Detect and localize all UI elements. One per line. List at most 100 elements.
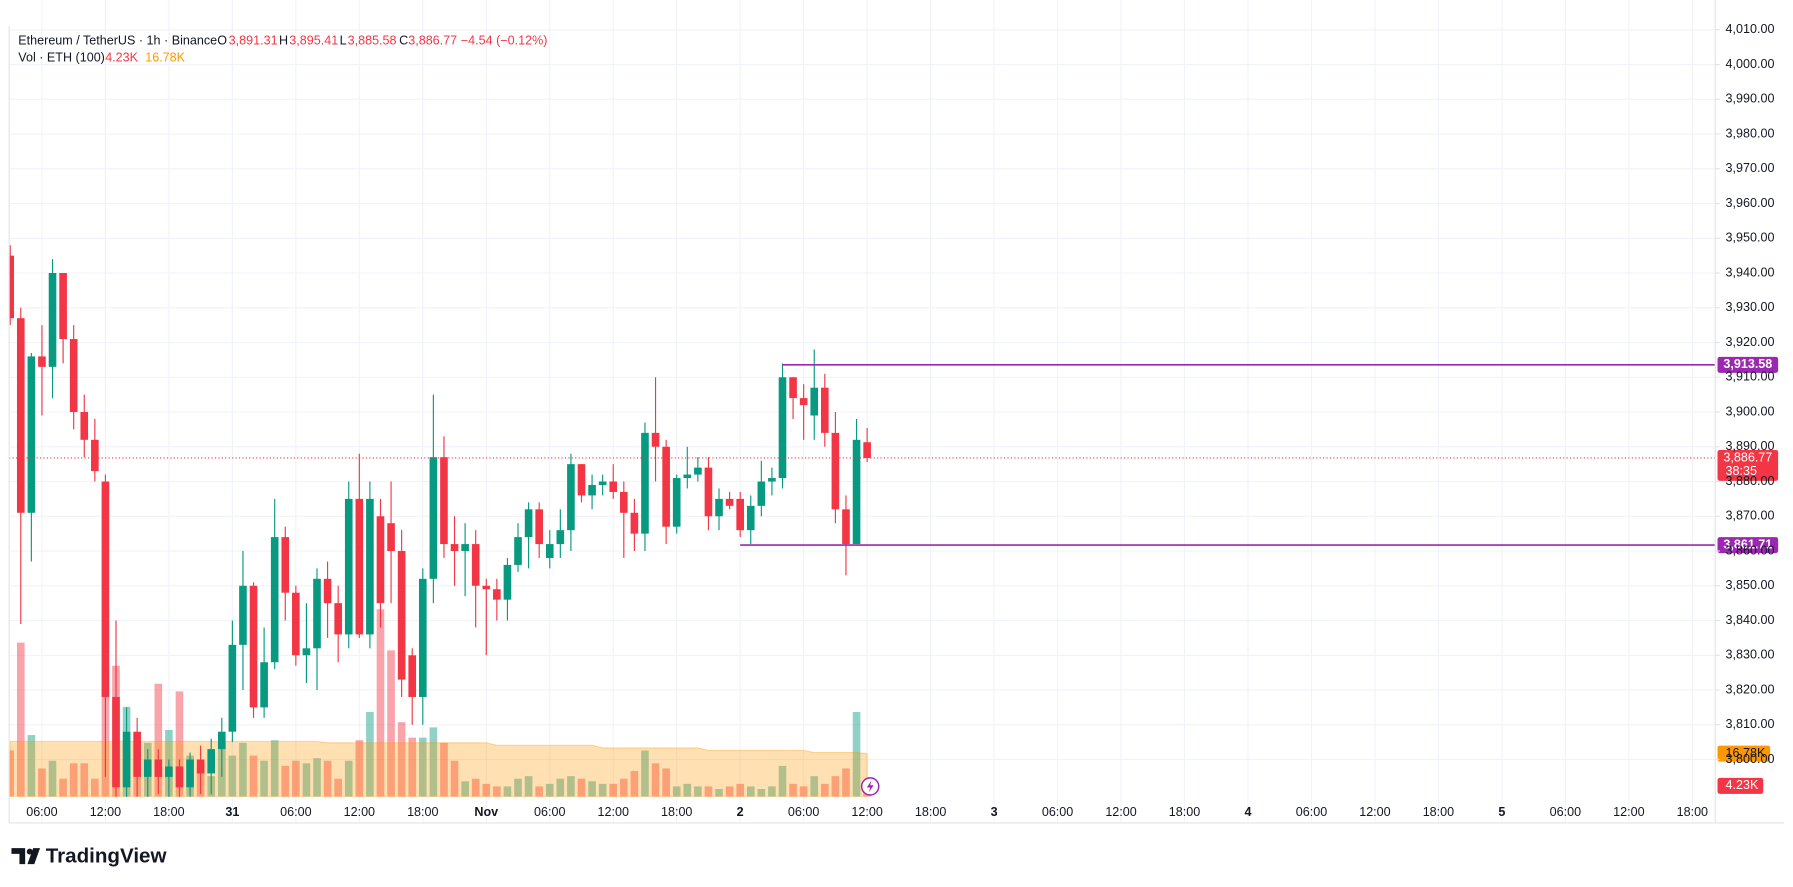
y-tick-label: 3,990.00: [1726, 92, 1775, 106]
candle-body: [366, 498, 374, 635]
volume-bar: [651, 763, 660, 797]
x-tick-label: 06:00: [1550, 805, 1581, 819]
x-tick-label: 18:00: [1169, 805, 1200, 819]
volume-pane: [9, 609, 871, 797]
candle-body: [450, 544, 459, 552]
candle-body: [418, 578, 427, 697]
candle-body: [609, 481, 618, 492]
volume-bar: [429, 727, 438, 797]
x-tick-label: 12:00: [344, 805, 375, 819]
level-label-box: [1717, 356, 1779, 373]
volume-bar: [619, 778, 628, 797]
y-tick-label: 3,960.00: [1726, 196, 1775, 210]
candle-body: [101, 481, 110, 697]
candle-body: [630, 512, 639, 534]
candle-body: [239, 585, 247, 645]
volume-box: [1717, 777, 1764, 794]
x-tick-label: 18:00: [407, 805, 438, 819]
volume-bar: [397, 722, 406, 797]
candle-body: [228, 644, 237, 732]
volume-bar: [482, 783, 491, 797]
volume-bar: [418, 737, 427, 797]
volume-bar: [704, 786, 713, 797]
y-tick-label: 3,940.00: [1726, 265, 1775, 279]
candle-body: [757, 481, 766, 506]
volume-bar: [683, 783, 692, 797]
volume-bar: [59, 778, 67, 797]
level-label: 3,861.71: [1723, 537, 1772, 551]
volume-bar: [270, 740, 279, 797]
volume-bar: [27, 735, 36, 797]
volume-bar: [662, 768, 670, 797]
y-tick-label: 3,800.00: [1726, 752, 1775, 766]
x-tick-label: 06:00: [534, 805, 565, 819]
volume-bar: [778, 765, 787, 797]
volume-bar: [842, 768, 850, 797]
candle-body: [461, 544, 469, 552]
candle-body: [789, 377, 797, 399]
legend-l-label: L: [340, 33, 347, 47]
volume-bar: [567, 776, 575, 797]
candle-body: [746, 505, 755, 531]
candle-body: [16, 318, 25, 513]
x-tick-label: 18:00: [153, 805, 184, 819]
volume-bar: [249, 755, 258, 797]
candle-body: [471, 544, 480, 586]
x-tick-label: 18:00: [1677, 805, 1708, 819]
volume-bar: [175, 691, 184, 797]
candle-body: [821, 387, 829, 433]
volume-bar: [69, 763, 78, 797]
volume-bar: [736, 783, 744, 797]
x-tick-label: 18:00: [661, 805, 692, 819]
candle-body: [725, 498, 734, 506]
y-tick-label: 4,010.00: [1726, 22, 1775, 36]
volume-bar: [292, 760, 300, 797]
volume-axis-label: 4.23K: [1726, 778, 1759, 792]
candle-body: [196, 759, 205, 774]
y-tick-label: 3,910.00: [1726, 370, 1775, 384]
volume-bar: [471, 778, 480, 797]
volume-bar: [38, 768, 46, 797]
volume-bar: [461, 781, 469, 797]
x-tick-label: 06:00: [1296, 805, 1327, 819]
candle-body: [683, 474, 692, 479]
candle-body: [535, 509, 543, 545]
volume-bar: [799, 786, 808, 797]
volume-bar: [535, 786, 543, 797]
candle-body: [397, 551, 406, 680]
candle-body: [524, 509, 533, 538]
candle-body: [80, 412, 89, 440]
candle-body: [69, 339, 78, 413]
logo-text: TradingView: [46, 845, 168, 868]
candle-body: [598, 481, 607, 485]
volume-bar: [376, 609, 385, 797]
y-tick-label: 3,880.00: [1726, 474, 1775, 488]
volume-bar: [768, 786, 776, 797]
candle-body: [577, 464, 586, 496]
volume-bar: [514, 778, 522, 797]
x-tick-label: 06:00: [788, 805, 819, 819]
candle-body: [662, 446, 670, 527]
volume-bar: [9, 750, 15, 797]
x-tick-label: 12:00: [1105, 805, 1136, 819]
x-tick-label: 3: [991, 805, 998, 819]
x-tick-label: 12:00: [1359, 805, 1390, 819]
volume-bar: [228, 755, 237, 797]
candle-body: [387, 523, 395, 552]
volume-bar: [16, 642, 25, 797]
candle-body: [27, 356, 36, 513]
candle-body: [556, 530, 565, 545]
candle-body: [588, 484, 596, 496]
candle-body: [122, 731, 131, 788]
candle-body: [863, 442, 871, 458]
candle-body: [260, 662, 268, 708]
y-tick-label: 3,900.00: [1726, 404, 1775, 418]
logo-icon: [11, 848, 41, 865]
candle-body: [493, 589, 501, 600]
x-tick-label: 2: [737, 805, 744, 819]
volume-ma-area: [9, 740, 868, 797]
legend-o-label: O: [217, 33, 227, 47]
x-tick-label: 12:00: [598, 805, 629, 819]
last-price-label: 3,886.77: [1723, 450, 1772, 464]
